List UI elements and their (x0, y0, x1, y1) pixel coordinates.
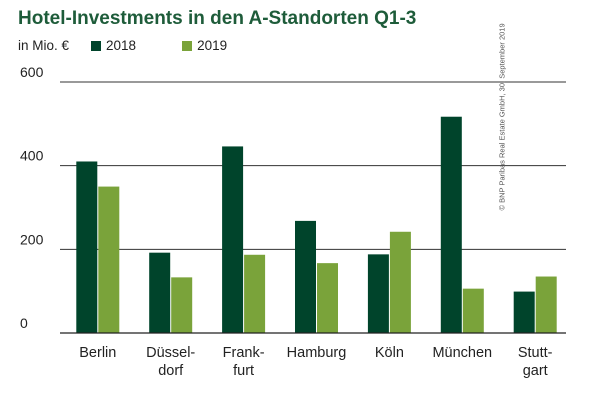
bar-2018-stuttgart (513, 291, 535, 333)
bar-2018-berlin (76, 161, 98, 333)
bar-2018-frankfurt (222, 146, 244, 333)
y-tick-label-200: 200 (20, 231, 44, 247)
bar-2019-münchen (462, 288, 484, 333)
y-tick-label-600: 600 (20, 64, 44, 80)
x-tick-label-stuttgart: Stutt-gart (518, 345, 553, 379)
bar-2018-düsseldorf (149, 252, 171, 333)
bar-2018-köln (367, 254, 389, 333)
unit-label: in Mio. € (18, 38, 70, 53)
legend: in Mio. € 2018 2019 (18, 38, 273, 53)
x-tick-label-line: Düssel- (146, 345, 195, 361)
copyright-note: © BNP Paribas Real Estate GmbH, 30. Sept… (497, 23, 507, 211)
legend-swatch-2018 (91, 40, 102, 51)
bar-2019-düsseldorf (171, 277, 193, 333)
bar-2019-frankfurt (244, 254, 266, 333)
x-tick-label-line: Frank- (223, 345, 265, 361)
x-tick-label-düsseldorf: Düssel-dorf (146, 345, 195, 379)
bar-2019-hamburg (317, 263, 338, 333)
legend-label-2018: 2018 (106, 38, 137, 53)
y-tick-label-0: 0 (20, 315, 28, 331)
chart-title: Hotel-Investments in den A-Standorten Q1… (18, 8, 417, 29)
x-tick-label-line: Berlin (79, 345, 116, 361)
x-tick-label-berlin: Berlin (79, 345, 116, 361)
bar-2018-münchen (440, 116, 462, 333)
x-tick-label-line: München (432, 345, 492, 361)
bar-2019-berlin (98, 186, 120, 333)
legend-item-2018: 2018 (91, 38, 136, 53)
bar-2018-hamburg (295, 220, 316, 333)
x-tick-label-hamburg: Hamburg (287, 345, 347, 361)
x-tick-label-line: Hamburg (287, 345, 347, 361)
x-tick-label-line: gart (523, 363, 548, 379)
x-tick-label-line: Köln (375, 345, 404, 361)
legend-swatch-2019 (182, 40, 193, 51)
x-tick-label-münchen: München (432, 345, 492, 361)
legend-item-2019: 2019 (182, 38, 227, 53)
x-tick-label-line: Stutt- (518, 345, 553, 361)
x-tick-label-line: furt (233, 363, 254, 379)
bar-2019-köln (389, 231, 411, 333)
legend-label-2019: 2019 (197, 38, 228, 53)
x-tick-label-köln: Köln (375, 345, 404, 361)
bar-2019-stuttgart (535, 276, 557, 333)
x-tick-label-line: dorf (158, 363, 184, 379)
x-tick-label-frankfurt: Frank-furt (223, 345, 265, 379)
y-tick-label-400: 400 (20, 148, 44, 164)
